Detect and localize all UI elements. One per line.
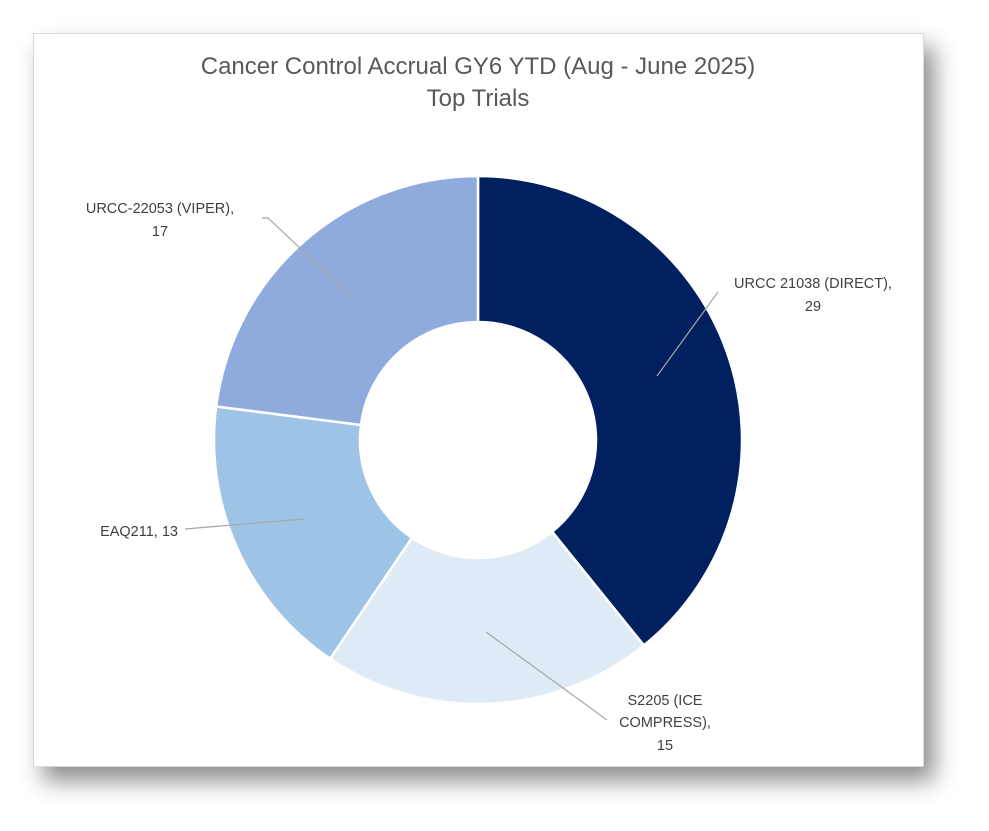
data-label-3: 17 [152,224,168,240]
donut-slice-3 [214,174,480,427]
leader-line-3 [262,217,352,297]
data-label-1: S2205 (ICE [628,693,703,709]
donut-slice-1 [328,530,646,706]
data-label-3: URCC-22053 (VIPER), [86,201,234,217]
donut-slice-0 [476,174,744,648]
leader-line-1 [485,631,608,721]
donut-slice-2 [212,405,414,661]
leader-line-2 [184,518,305,530]
data-label-0: 29 [805,299,821,315]
data-label-1: COMPRESS), [619,715,711,731]
leader-line-0 [656,291,719,377]
chart-subtitle: Top Trials [427,85,530,112]
data-label-0: URCC 21038 (DIRECT), [734,276,892,292]
chart-title: Cancer Control Accrual GY6 YTD (Aug - Ju… [201,53,755,80]
data-label-2: EAQ211, 13 [100,524,178,540]
data-label-1: 15 [657,738,673,754]
